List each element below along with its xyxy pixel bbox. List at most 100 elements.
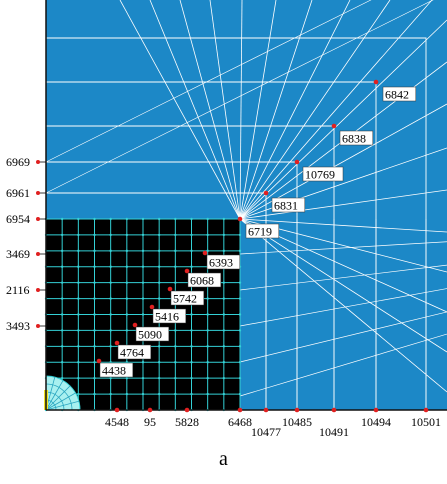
fine-mesh-node — [77, 217, 80, 221]
fine-mesh-node — [125, 217, 129, 221]
bottom-node-label: 95 — [144, 415, 156, 429]
outer-mesh-line — [239, 0, 277, 220]
fine-mesh-node — [157, 217, 161, 221]
fine-mesh-node — [206, 376, 209, 380]
node-label-box — [170, 290, 205, 306]
outer-mesh-line — [119, 0, 241, 220]
fine-mesh-node — [222, 217, 226, 221]
fine-mesh-node — [238, 392, 242, 396]
node-label-box — [245, 223, 280, 239]
fine-mesh-node — [60, 233, 64, 237]
fine-mesh-node — [109, 392, 112, 396]
fine-mesh-node — [93, 249, 96, 253]
outer-mesh-line — [239, 218, 447, 393]
fine-mesh-node — [93, 217, 96, 221]
fine-mesh-node — [174, 392, 177, 396]
fine-mesh-node — [157, 376, 161, 380]
fine-mesh-node — [238, 233, 242, 237]
node-marker — [114, 340, 120, 346]
left-node-label: 3469 — [6, 247, 30, 261]
left-node-label: 6954 — [6, 212, 30, 226]
fine-mesh-node — [141, 217, 145, 221]
fine-mesh-node — [77, 345, 80, 348]
bottom-node-label: 10491 — [319, 425, 349, 439]
left-node-label: 6969 — [6, 155, 30, 169]
fine-mesh-node — [238, 281, 242, 284]
node-label-box — [152, 308, 187, 324]
fine-mesh-node — [93, 297, 96, 300]
fine-mesh-node — [206, 313, 209, 316]
node-marker — [237, 216, 243, 222]
fine-mesh-node — [174, 281, 177, 284]
fine-mesh-node — [222, 345, 226, 348]
fine-mesh-node — [60, 361, 64, 364]
node-marker — [202, 250, 208, 256]
outer-mesh-line — [239, 241, 447, 255]
left-node-label: 6961 — [6, 186, 30, 200]
node-marker — [36, 324, 40, 328]
fine-mesh-node — [238, 329, 242, 332]
node-marker — [132, 322, 138, 328]
fine-mesh-node — [60, 281, 64, 284]
fine-mesh-node — [141, 281, 145, 284]
fine-mesh-node — [174, 345, 177, 348]
fine-mesh-node — [125, 297, 129, 300]
fine-mesh-node — [109, 249, 112, 253]
node-label-box — [135, 326, 170, 342]
outer-mesh-line — [45, 0, 434, 194]
fine-mesh-node — [77, 376, 80, 380]
bottom-node-label: 10501 — [411, 415, 441, 429]
fine-mesh-node — [60, 329, 64, 332]
fine-mesh-node — [190, 249, 193, 253]
node-marker — [36, 160, 40, 164]
fine-mesh-node — [93, 329, 96, 332]
node-label-box — [187, 272, 222, 288]
fine-mesh-node — [222, 249, 226, 253]
fine-mesh-node — [174, 249, 177, 253]
fine-mesh-node — [206, 345, 209, 348]
outer-mesh-line — [149, 0, 241, 220]
fine-mesh-node — [141, 376, 145, 380]
fine-mesh-node — [238, 249, 242, 253]
fine-mesh-node — [93, 361, 96, 364]
fine-mesh-node — [125, 392, 129, 396]
fine-mesh-node — [141, 297, 145, 300]
node-label: 6068 — [190, 274, 214, 288]
bottom-node-label: 10494 — [361, 415, 391, 429]
outer-mesh-line — [239, 218, 447, 233]
fine-mesh-node — [60, 217, 64, 221]
fine-mesh-node — [206, 217, 209, 221]
hole-ray — [45, 385, 71, 411]
fine-mesh-node — [206, 361, 209, 364]
left-node-label: 3493 — [6, 319, 30, 333]
node-label: 6831 — [274, 199, 298, 213]
fine-mesh-node — [141, 265, 145, 268]
node-marker — [36, 252, 40, 256]
bottom-node-label: 4548 — [105, 415, 129, 429]
fine-mesh-node — [93, 392, 96, 396]
fine-mesh-node — [174, 329, 177, 332]
fine-mesh-node — [222, 297, 226, 300]
fine-mesh-node — [157, 249, 161, 253]
node-label: 6838 — [342, 132, 366, 146]
fine-mesh-node — [141, 361, 145, 364]
outer-mesh-line — [239, 0, 433, 220]
fine-mesh-node — [222, 233, 226, 237]
fine-mesh-node — [174, 233, 177, 237]
node-label: 6393 — [209, 256, 233, 270]
outer-mesh-line — [239, 311, 447, 363]
fine-mesh-node — [206, 297, 209, 300]
node-label: 10769 — [305, 168, 335, 182]
fine-mesh-node — [109, 217, 112, 221]
hole-ray — [45, 392, 76, 411]
outer-mesh-line — [239, 0, 351, 220]
fine-mesh-node — [190, 345, 193, 348]
node-label-box — [302, 166, 344, 182]
node-label-box — [271, 197, 306, 213]
fine-mesh-node — [157, 345, 161, 348]
fine-mesh-node — [109, 313, 112, 316]
